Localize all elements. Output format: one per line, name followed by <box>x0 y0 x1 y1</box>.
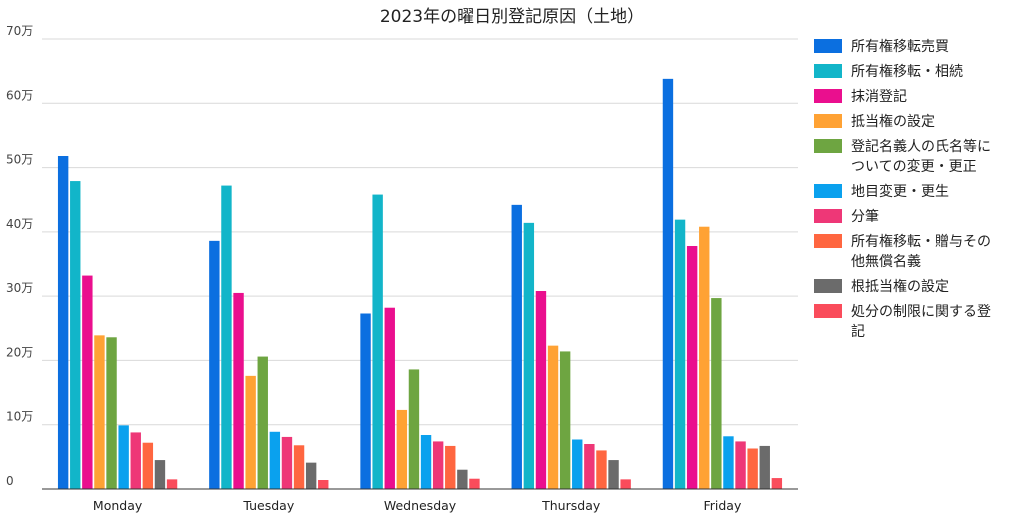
legend-swatch <box>814 184 842 198</box>
bar <box>82 275 93 489</box>
y-tick-label: 20万 <box>6 345 33 359</box>
y-axis-ticks: 0 10万 20万 30万 40万 50万 60万 70万 <box>6 24 33 488</box>
bar <box>142 442 154 489</box>
bar <box>57 156 69 489</box>
bar <box>305 462 317 489</box>
legend-swatch <box>814 39 842 53</box>
y-tick-label: 10万 <box>6 410 33 424</box>
bar <box>723 436 734 489</box>
legend-label: 分筆 <box>851 209 879 225</box>
bar <box>245 375 256 489</box>
y-tick-label: 60万 <box>6 88 33 102</box>
bar <box>233 292 244 489</box>
y-tick-label: 30万 <box>6 281 33 295</box>
bar <box>596 450 607 489</box>
x-tick-label: Monday <box>93 498 143 513</box>
bar <box>559 351 571 489</box>
bar <box>166 479 178 489</box>
legend-label: 地目変更・更生 <box>851 183 949 200</box>
gridlines <box>42 38 798 426</box>
legend-label: 所有権移転・相続 <box>851 63 963 80</box>
legend-swatch <box>814 304 842 318</box>
bar <box>221 185 232 490</box>
bar <box>747 448 758 489</box>
x-tick-label: Wednesday <box>384 498 457 513</box>
bar <box>130 432 141 489</box>
bar <box>572 439 583 489</box>
bar <box>547 345 559 489</box>
bar <box>384 307 395 489</box>
legend-label: 処分の制限に関する登記 <box>851 304 991 340</box>
bar <box>209 240 220 489</box>
bar <box>674 219 686 489</box>
bar <box>269 431 281 489</box>
bar <box>432 441 444 489</box>
bar <box>318 480 329 489</box>
bar <box>469 478 480 489</box>
bar <box>257 356 268 489</box>
x-tick-label: Friday <box>703 498 741 513</box>
bar <box>620 479 631 489</box>
legend: 所有権移転売買所有権移転・相続抹消登記抵当権の設定登記名義人の氏名等についての変… <box>814 38 991 340</box>
bar <box>408 369 420 489</box>
legend-swatch <box>814 114 842 128</box>
bar <box>771 478 783 489</box>
bar <box>523 222 535 489</box>
bar <box>70 181 81 490</box>
y-tick-label: 70万 <box>6 24 33 38</box>
bar <box>372 194 383 490</box>
bar <box>662 78 674 489</box>
bar <box>535 291 547 489</box>
bar <box>94 335 105 489</box>
bar <box>608 460 619 489</box>
x-tick-label: Tuesday <box>242 498 294 513</box>
chart-title: 2023年の曜日別登記原因（土地） <box>380 7 644 27</box>
legend-label: 抹消登記 <box>851 88 907 105</box>
legend-swatch <box>814 234 842 248</box>
bar <box>293 445 305 489</box>
bar <box>457 469 468 489</box>
legend-label: 所有権移転・贈与その他無償名義 <box>851 233 991 270</box>
legend-label: 登記名義人の氏名等についての変更・更正 <box>851 138 991 175</box>
bar <box>511 204 522 489</box>
bar <box>735 441 746 489</box>
bar <box>686 246 698 489</box>
legend-label: 所有権移転売買 <box>851 38 949 55</box>
bars <box>57 78 783 490</box>
legend-swatch <box>814 209 842 223</box>
y-tick-label: 50万 <box>6 153 33 167</box>
legend-swatch <box>814 89 842 103</box>
bar <box>445 445 456 489</box>
legend-swatch <box>814 279 842 293</box>
legend-swatch <box>814 139 842 153</box>
y-tick-label: 0 <box>6 474 14 488</box>
bar <box>106 337 117 489</box>
bar <box>118 425 129 489</box>
x-axis-ticks: Monday Tuesday Wednesday Thursday Friday <box>93 498 742 513</box>
bar <box>699 226 710 489</box>
legend-label: 抵当権の設定 <box>851 113 935 130</box>
y-tick-label: 40万 <box>6 217 33 231</box>
bar <box>154 460 166 489</box>
legend-swatch <box>814 64 842 78</box>
bar <box>281 436 293 489</box>
bar <box>360 313 371 489</box>
legend-label: 根抵当権の設定 <box>851 278 949 295</box>
bar <box>396 409 408 489</box>
bar <box>711 298 722 489</box>
bar <box>759 445 770 489</box>
bar <box>420 435 432 489</box>
bar <box>584 444 595 489</box>
x-tick-label: Thursday <box>541 498 601 513</box>
